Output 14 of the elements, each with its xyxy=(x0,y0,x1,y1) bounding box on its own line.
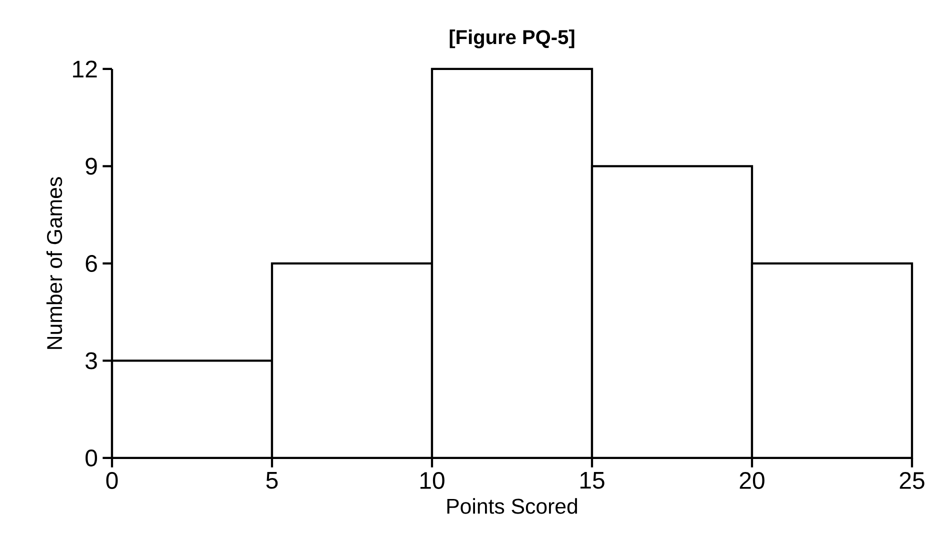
x-tick-label: 15 xyxy=(580,472,604,489)
y-tick-label: 9 xyxy=(86,158,97,175)
y-tick-label: 6 xyxy=(86,254,97,272)
chart-title: [Figure PQ-5] xyxy=(450,30,574,48)
x-tick-label: 25 xyxy=(900,472,924,490)
x-tick-label: 0 xyxy=(106,472,118,490)
y-tick-label: 3 xyxy=(86,352,97,370)
x-tick-label: 20 xyxy=(740,472,764,490)
y-tick-label: 0 xyxy=(86,449,98,466)
x-tick-label: 10 xyxy=(420,472,444,490)
y-axis-title: Number of Games xyxy=(46,177,62,349)
x-tick-label: 5 xyxy=(266,472,278,489)
y-tick-label: 12 xyxy=(73,60,97,78)
x-axis-title: Points Scored xyxy=(447,498,578,514)
